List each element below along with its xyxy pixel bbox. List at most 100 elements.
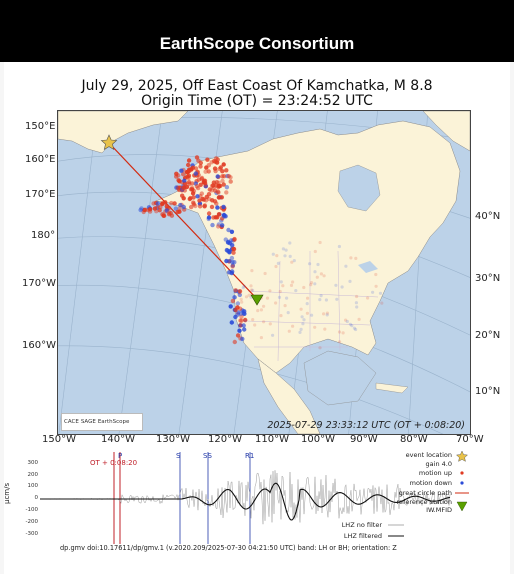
station-dot xyxy=(237,328,242,333)
seismogram-panel: µcm/s 300 200 100 0 -100 -200 -300 P S S… xyxy=(3,450,469,544)
station-dot xyxy=(301,322,305,326)
station-dot xyxy=(231,250,236,255)
lon-label: 150°W xyxy=(42,434,76,445)
station-dot xyxy=(230,243,235,248)
station-dot xyxy=(191,195,196,200)
reference-station-icon[interactable] xyxy=(250,294,264,306)
station-dot xyxy=(207,187,212,192)
station-dot xyxy=(322,312,326,316)
lat-label: 180° xyxy=(31,230,56,241)
phase-r1-label: R1 xyxy=(245,452,254,460)
station-dot xyxy=(374,284,378,288)
ot-label: OT + 0:08:20 xyxy=(90,459,137,467)
station-dot xyxy=(224,185,230,190)
station-dot xyxy=(366,296,370,300)
station-dot xyxy=(318,240,322,245)
station-dot xyxy=(176,186,181,191)
station-dot xyxy=(195,185,201,191)
station-dot xyxy=(308,262,312,266)
station-dot xyxy=(235,311,239,315)
station-dot xyxy=(229,229,235,234)
station-dot xyxy=(224,190,229,195)
station-dot xyxy=(186,158,192,163)
station-dot xyxy=(181,185,186,190)
station-dot xyxy=(268,322,272,326)
station-dot xyxy=(182,178,187,183)
station-dot xyxy=(216,212,222,217)
station-dot xyxy=(235,301,241,306)
station-dot xyxy=(276,261,280,265)
station-dot xyxy=(306,296,310,300)
station-dot xyxy=(310,313,314,317)
station-dot xyxy=(193,203,198,209)
station-dot xyxy=(340,285,344,289)
station-dot xyxy=(238,311,244,316)
station-dot xyxy=(216,224,221,229)
station-dot xyxy=(237,289,243,294)
station-dot xyxy=(212,166,218,171)
station-dot xyxy=(259,308,263,312)
phase-s-label: S xyxy=(176,452,181,460)
station-dot xyxy=(179,168,184,173)
station-dot xyxy=(187,196,192,202)
station-dot xyxy=(240,336,245,342)
station-dot xyxy=(341,331,345,335)
station-dot xyxy=(220,223,225,228)
station-dot xyxy=(198,160,203,166)
station-dot xyxy=(275,254,279,258)
legend-station-code: IW.MFID xyxy=(426,506,452,514)
lat-label: 10°N xyxy=(475,386,501,397)
station-dot xyxy=(138,207,143,213)
station-dot xyxy=(230,298,236,304)
station-dot xyxy=(143,207,148,212)
station-dot xyxy=(300,315,304,319)
station-dot xyxy=(175,209,180,215)
station-dot xyxy=(313,325,317,329)
station-map[interactable]: 2025-07-29 23:33:12 UTC (OT + 0:08:20) C… xyxy=(57,110,471,435)
station-dot xyxy=(189,204,194,210)
map-overlay xyxy=(100,134,384,350)
station-dot xyxy=(238,291,242,296)
station-dot xyxy=(198,164,203,169)
station-dot xyxy=(197,204,203,209)
station-dot xyxy=(283,254,287,258)
station-dot xyxy=(350,324,354,328)
station-dot xyxy=(349,256,353,260)
legend-gain: gain 4.0 xyxy=(426,460,452,468)
station-dot xyxy=(178,202,183,208)
station-dot xyxy=(204,165,209,170)
station-dot xyxy=(155,201,160,206)
station-dot xyxy=(228,179,233,184)
station-dot xyxy=(305,311,309,315)
station-dot xyxy=(279,280,283,284)
station-dot xyxy=(371,290,375,294)
station-dot xyxy=(227,249,232,254)
station-dot xyxy=(291,324,295,328)
station-dot xyxy=(206,215,212,220)
station-dot xyxy=(215,189,221,194)
station-dot xyxy=(316,262,320,267)
station-dot xyxy=(229,320,234,325)
cuba-land xyxy=(375,382,409,394)
event-star-icon[interactable] xyxy=(100,134,118,151)
lat-label: 20°N xyxy=(475,330,501,341)
station-dot xyxy=(265,296,270,300)
station-dot xyxy=(152,206,158,211)
station-dot xyxy=(186,173,192,178)
station-dot xyxy=(262,320,266,324)
trace-filtered xyxy=(40,482,451,521)
motion-down-dot-icon xyxy=(460,481,464,485)
ytick: -100 xyxy=(26,507,39,513)
station-dot xyxy=(319,294,323,298)
station-dot xyxy=(247,293,251,297)
station-dot xyxy=(221,182,226,187)
station-dot xyxy=(222,174,227,179)
ytick: -300 xyxy=(26,531,39,537)
station-dot xyxy=(232,339,237,345)
station-dot xyxy=(259,336,263,340)
station-dot xyxy=(202,204,207,209)
station-dot xyxy=(309,283,313,287)
hudson-bay xyxy=(337,164,381,212)
header-bar: EarthScope Consortium xyxy=(0,0,514,62)
station-dot xyxy=(239,318,244,323)
